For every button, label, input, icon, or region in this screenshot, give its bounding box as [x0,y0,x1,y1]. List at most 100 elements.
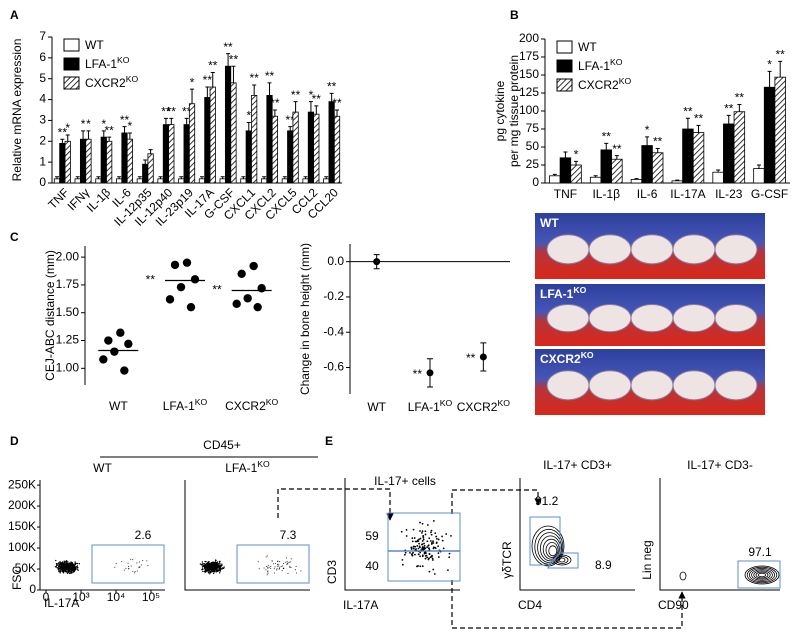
significance: * [309,88,314,102]
contour [679,571,687,581]
photo: WT [535,213,765,279]
contour [545,542,559,558]
event-dot [147,565,149,567]
event-dot [418,545,421,548]
bar [79,138,87,184]
plot-axes [659,478,780,591]
significance: ** [265,69,275,83]
event-dot [421,531,423,534]
bar [136,178,143,184]
event-dot [290,566,292,568]
bar [570,164,582,184]
event-dot [423,552,426,555]
event-dot [66,572,69,575]
event-dot [213,561,215,564]
legend-label: LFA-1KO [578,57,623,73]
plot-title: LFA-1KO [225,459,270,475]
bar [292,111,299,184]
event-dot [286,560,288,562]
bar [240,178,247,184]
event-dot [428,553,431,556]
event-dot [141,564,143,566]
tooth [630,234,674,265]
event-dot [128,567,130,569]
event-dot [274,566,276,568]
event-dot [430,555,433,558]
bar [245,130,252,184]
photo: LFA-1KO [535,284,765,346]
significance: * [128,119,133,133]
significance: ** [167,105,177,119]
event-dot [278,561,280,563]
legend-label-sup: KO [610,57,623,67]
plot-title-sup: KO [257,459,270,469]
y-axis-label: γδTCR [500,541,514,579]
bar [271,115,278,184]
error-bar [101,130,106,138]
event-dot [421,543,424,546]
bar [549,175,561,184]
event-dot [421,540,424,542]
event-dot [416,565,418,568]
event-dot [400,530,403,533]
error-bar [645,136,650,146]
y-tick-label: 125 [519,85,539,99]
event-dot [70,570,73,572]
x-tick-label: WT [109,399,128,413]
y-axis-label: CD3 [325,560,339,584]
y-tick-label: 200K [8,498,36,512]
event-dot [138,567,140,569]
event-dot [424,547,427,550]
event-dot [412,551,414,554]
event-dot [209,563,211,565]
event-dot [121,561,123,563]
bar [116,178,123,184]
error-bar [314,105,319,115]
event-dot [68,568,70,570]
data-point [479,353,487,361]
legend-label: LFA-1KO [85,55,130,71]
event-dot [70,563,72,566]
event-dot [447,569,449,572]
event-dot [437,538,440,541]
event-dot [280,565,282,567]
event-dot [413,537,416,539]
event-dot [266,574,268,576]
event-dot [220,566,222,568]
bar [224,65,232,184]
event-dot [419,537,422,540]
x-axis-label: CD90 [658,598,689,612]
bar [157,178,164,184]
error-bar [60,138,65,144]
significance: ** [161,105,171,119]
event-dot [206,568,208,570]
significance: * [190,75,195,89]
event-dot [204,563,206,566]
event-dot [134,572,136,574]
event-dot [201,567,204,569]
significance: * [574,148,579,162]
significance: ** [653,135,663,149]
event-dot [68,572,71,575]
x-tick-label-main: CXCR2 [225,399,266,413]
event-dot [214,559,217,561]
event-dot [218,561,221,563]
significance: ** [694,112,704,126]
event-dot [74,562,76,565]
event-dot [68,562,71,564]
event-dot [290,558,292,560]
event-dot [213,565,216,567]
event-dot [421,565,424,568]
event-dot [424,533,427,536]
legend-label-main: CXCR2 [85,76,126,90]
error-bar [685,117,690,129]
event-dot [285,561,287,563]
contour [548,545,558,557]
error-bar [246,122,251,131]
event-dot [57,562,59,565]
legend-label-main: CXCR2 [578,78,619,92]
event-dot [58,570,60,573]
event-dot [207,565,209,568]
y-tick-label: 5 [39,71,46,85]
y-tick-label: 150 [519,67,539,81]
